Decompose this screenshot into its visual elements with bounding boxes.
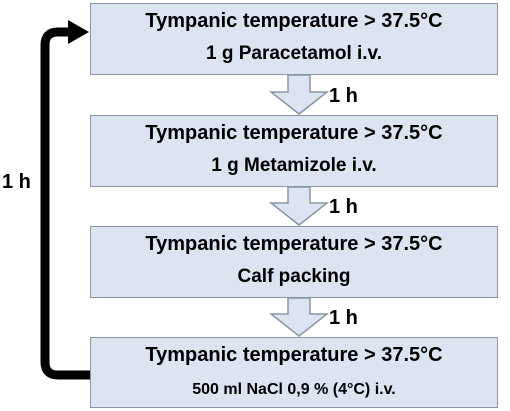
loop-interval-label: 1 h [2, 171, 31, 193]
step-box-3: Tympanic temperature > 37.5°C Calf packi… [90, 226, 498, 298]
step-box-1: Tympanic temperature > 37.5°C 1 g Parace… [90, 3, 498, 75]
loop-arrow [40, 27, 90, 380]
step-condition: Tympanic temperature > 37.5°C [145, 233, 443, 255]
down-arrow-2 [268, 186, 330, 226]
loop-arrow-head [68, 20, 89, 44]
step-box-4: Tympanic temperature > 37.5°C 500 ml NaC… [90, 337, 498, 408]
step-action: Calf packing [237, 266, 351, 287]
interval-label-1: 1 h [329, 85, 358, 107]
interval-label-3: 1 h [329, 307, 358, 329]
step-condition: Tympanic temperature > 37.5°C [145, 10, 443, 32]
step-box-2: Tympanic temperature > 37.5°C 1 g Metami… [90, 115, 498, 187]
step-action: 500 ml NaCl 0,9 % (4°C) i.v. [192, 381, 396, 398]
step-action: 1 g Metamizole i.v. [211, 155, 377, 176]
step-condition: Tympanic temperature > 37.5°C [145, 122, 443, 144]
step-condition: Tympanic temperature > 37.5°C [145, 344, 443, 366]
down-arrow-1 [268, 74, 330, 115]
down-arrow-3 [268, 297, 330, 337]
interval-label-2: 1 h [329, 196, 358, 218]
step-action: 1 g Paracetamol i.v. [205, 43, 382, 64]
